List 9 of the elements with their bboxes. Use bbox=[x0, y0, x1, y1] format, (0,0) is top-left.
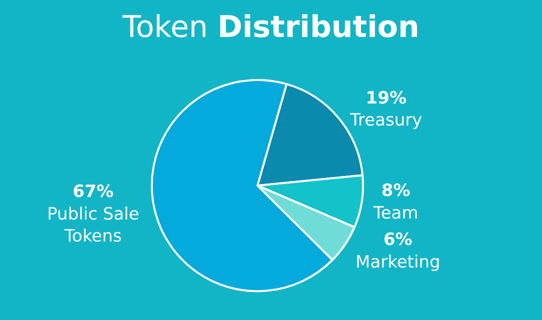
data-label: 19% bbox=[366, 88, 406, 108]
slice-label: Team bbox=[372, 203, 418, 224]
slice-label: Public Sale Tokens bbox=[47, 204, 140, 246]
slice-label: Treasury bbox=[349, 110, 422, 130]
data-label: 8% bbox=[381, 181, 410, 202]
slice-label: Marketing bbox=[356, 252, 440, 272]
data-label: 67% bbox=[72, 182, 114, 202]
data-label: 6% bbox=[383, 230, 412, 250]
chart-title: Token Distribution bbox=[122, 10, 420, 45]
